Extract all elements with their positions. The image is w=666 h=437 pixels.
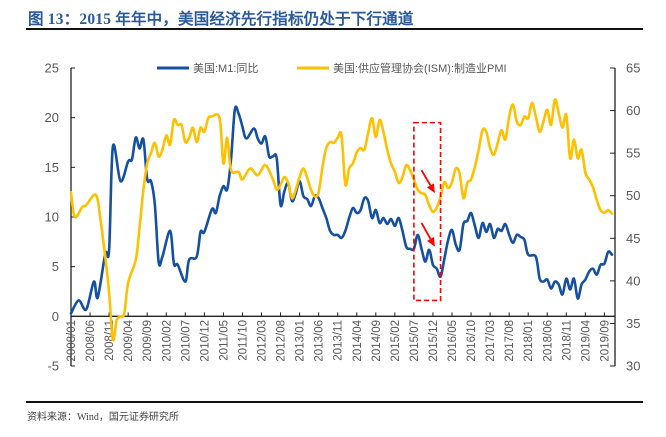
y-right-tick-label: 35 [626, 316, 640, 331]
x-tick-label: 2011/05 [218, 320, 230, 361]
x-tick-label: 2019/04 [580, 319, 592, 361]
footer-rule [26, 401, 643, 403]
pmi-line [69, 98, 614, 342]
annotation-arrow-m1-head [427, 236, 435, 247]
annotation-arrow-pmi-shaft [420, 169, 432, 186]
x-tick-label: 2018/01 [523, 320, 535, 362]
legend-label-m1: 美国:M1:同比 [193, 62, 258, 75]
y-left-tick-label: 25 [45, 61, 59, 76]
axes [70, 67, 616, 367]
x-tick-label: 2010/02 [161, 320, 173, 362]
y-left-tick-label: 10 [45, 210, 59, 225]
x-tick-label: 2013/11 [333, 320, 345, 361]
y-left-tick-label: 5 [52, 259, 59, 274]
x-tick-label: 2013/06 [314, 320, 326, 362]
y-right-tick-label: 60 [626, 103, 640, 118]
x-tick-label: 2013/01 [295, 320, 307, 362]
x-tick-label: 2012/03 [257, 320, 269, 362]
m1-line [69, 105, 614, 315]
y-right-tick-label: 45 [626, 231, 640, 246]
x-tick-label: 2015/07 [409, 320, 421, 362]
x-tick-label: 2015/12 [428, 320, 440, 362]
y-right-tick-label: 50 [626, 188, 640, 203]
annotation-arrow-pmi-head [426, 183, 435, 194]
y-left-tick-label: -5 [47, 359, 59, 374]
series-lines [69, 98, 614, 342]
x-tick-label: 2012/08 [276, 320, 288, 362]
x-tick-label: 2016/10 [466, 320, 478, 362]
y-left-tick-label: 0 [52, 309, 59, 324]
y-right-tick-label: 40 [626, 273, 640, 288]
source-note: 资料来源：Wind，国元证券研究所 [27, 412, 179, 423]
x-tick-label: 2015/02 [390, 320, 402, 362]
highlight-box [413, 121, 442, 302]
figure-title: 图 13：2015 年年中，美国经济先行指标仍处于下行通道 [28, 11, 414, 28]
x-tick-label: 2018/06 [542, 320, 554, 362]
x-tick-label: 2010/12 [199, 320, 211, 362]
y-left-tick-label: 20 [45, 110, 59, 125]
x-tick-label: 2016/05 [447, 320, 459, 362]
x-tick-label: 2010/07 [180, 320, 192, 362]
x-tick-label: 2017/03 [485, 320, 497, 362]
y-left-tick-label: 15 [45, 160, 59, 175]
x-tick-label: 2018/11 [561, 320, 573, 361]
annotations [413, 121, 442, 302]
x-tick-label: 2008/11 [104, 320, 116, 361]
x-tick-label: 2009/09 [142, 320, 154, 362]
x-tick-label: 2008/01 [66, 320, 78, 362]
y-right-tick-label: 55 [626, 146, 640, 161]
x-tick-label: 2019/09 [599, 320, 611, 362]
title-rule [26, 28, 643, 30]
x-tick-label: 2014/09 [371, 320, 383, 362]
y-right-tick-label: 30 [626, 359, 640, 374]
x-tick-label: 2011/10 [237, 320, 249, 361]
legend-label-pmi: 美国:供应管理协会(ISM):制造业PMI [333, 61, 507, 75]
x-tick-label: 2017/08 [504, 320, 516, 362]
annotation-arrow-m1-shaft [420, 222, 432, 240]
y-right-tick-label: 65 [626, 61, 640, 76]
x-tick-label: 2009/04 [123, 319, 135, 361]
x-tick-label: 2014/04 [352, 319, 364, 361]
x-tick-label: 2008/06 [85, 320, 97, 362]
legend: 美国:M1:同比 美国:供应管理协会(ISM):制造业PMI [157, 61, 507, 75]
